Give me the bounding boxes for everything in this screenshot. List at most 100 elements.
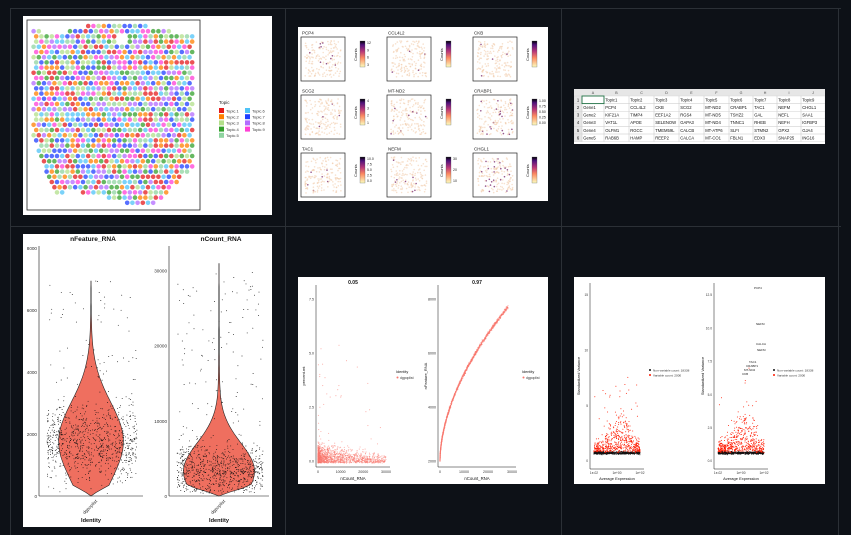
tissue-spot <box>497 120 500 122</box>
data-point <box>262 346 263 348</box>
tissue-spot <box>488 190 491 193</box>
data-point <box>218 464 220 466</box>
data-point <box>256 483 258 485</box>
data-point <box>99 424 101 426</box>
topic-gene-spreadsheet[interactable]: A B C D E F G H I J 1 Topic1 Topic2 Topic3 Topic4 Topic… <box>574 89 825 144</box>
data-point <box>85 419 87 421</box>
data-point <box>223 460 225 462</box>
tissue-spot <box>424 53 427 55</box>
data-point <box>217 390 219 391</box>
tissue-spot <box>490 181 493 183</box>
spot <box>189 34 195 39</box>
gene-title: SCG2 <box>302 89 315 94</box>
spot <box>153 75 159 81</box>
tissue-spot <box>329 156 332 159</box>
tissue-spot <box>483 100 485 102</box>
violin-plots[interactable]: nFeature_RNA 0 2000 4000 6000 8000 dgpoplist Id… <box>23 234 272 527</box>
tissue-spot <box>397 47 400 50</box>
data-point <box>214 301 216 302</box>
data-point <box>335 451 337 453</box>
spot <box>119 122 125 128</box>
tissue-spot <box>407 70 409 72</box>
tissue-spot <box>417 103 419 105</box>
column-header: F <box>715 91 718 95</box>
spatial-topic-plot[interactable]: Topic Topic.1 Topic.2 Topic.3 Topic.4 Topic.… <box>23 16 272 215</box>
data-point <box>377 453 379 455</box>
tissue-spot <box>320 187 323 189</box>
data-point <box>206 449 208 451</box>
data-point <box>60 465 62 467</box>
data-point <box>46 440 48 442</box>
cell-value: IGFBP3 <box>802 120 818 125</box>
data-point <box>212 471 214 472</box>
spot <box>67 28 73 34</box>
data-point <box>129 460 131 462</box>
spot <box>33 86 39 91</box>
tissue-spot <box>393 115 395 118</box>
data-point <box>89 430 91 432</box>
tissue-spot <box>492 50 495 53</box>
tissue-spot <box>493 166 496 168</box>
spot <box>72 184 78 190</box>
tissue-spot <box>323 105 325 107</box>
data-point <box>332 458 334 460</box>
data-point <box>131 462 133 464</box>
tissue-spot <box>334 45 337 47</box>
spot <box>88 122 94 128</box>
data-point <box>208 451 210 453</box>
data-point <box>332 456 334 458</box>
spot <box>122 117 127 122</box>
cell-value: RHEB <box>754 120 766 125</box>
spot <box>85 138 91 143</box>
tissue-spot <box>507 165 510 168</box>
tissue-spot <box>316 191 319 193</box>
data-point <box>247 461 249 463</box>
feature-scatter-plots[interactable]: 0.05 0 10000 20000 30000 0.0 2.5 5.0 7.5 nCount_R… <box>298 277 548 484</box>
spot <box>156 184 161 190</box>
spot <box>31 80 36 86</box>
data-point <box>126 459 128 461</box>
spot <box>135 28 140 34</box>
data-point <box>134 453 136 455</box>
spot <box>96 153 101 159</box>
tissue-spot <box>404 123 407 125</box>
data-point <box>221 463 223 465</box>
data-point <box>71 426 73 428</box>
tissue-spot <box>484 46 487 48</box>
data-point <box>106 370 107 372</box>
data-point <box>249 486 251 488</box>
cell-value: HAMP <box>630 135 642 140</box>
legend-swatch <box>245 120 250 126</box>
tissue-spot <box>413 182 415 185</box>
spot <box>127 39 133 44</box>
cell-value: STMN2 <box>754 128 769 133</box>
tissue-spot <box>337 185 340 187</box>
data-point <box>188 473 189 474</box>
spot <box>117 75 122 81</box>
data-point <box>234 483 235 485</box>
tissue-spot <box>325 48 328 51</box>
data-point <box>81 415 83 417</box>
spot <box>70 39 75 44</box>
spot <box>132 169 138 174</box>
spot <box>62 174 68 180</box>
spot <box>135 80 140 86</box>
data-point <box>60 379 62 381</box>
data-point <box>107 435 109 437</box>
data-point <box>199 463 201 465</box>
tissue-spot <box>493 123 496 125</box>
data-point <box>118 451 120 453</box>
data-point <box>53 429 55 431</box>
tissue-spot <box>423 57 425 60</box>
tissue-spot <box>312 157 314 160</box>
data-point <box>84 430 86 432</box>
data-point <box>218 472 220 474</box>
spot <box>119 132 125 138</box>
tissue-spot <box>508 131 510 133</box>
data-point <box>243 280 245 282</box>
spot <box>98 44 104 50</box>
tissue-spot <box>304 180 307 183</box>
gene-expression-maps[interactable]: PCP4 12 9 6 3 Counts CCL4L2 Counts CKB Counts SCG2… <box>298 27 548 201</box>
cell-value: APOE <box>630 120 642 125</box>
data-point <box>129 438 131 440</box>
